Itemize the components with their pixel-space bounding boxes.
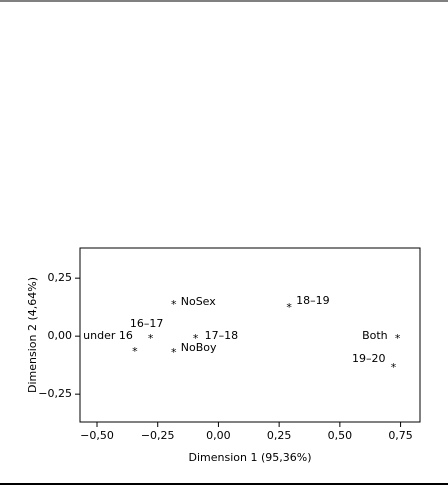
x-tick-label: 0,25 [267, 429, 292, 442]
point-label: 17–18 [205, 329, 239, 342]
point: * [171, 298, 177, 311]
point-label: 16–17 [130, 317, 164, 330]
y-tick-label: 0,00 [48, 329, 73, 342]
point-label: NoSex [181, 295, 217, 308]
x-tick-label: 0,00 [206, 429, 231, 442]
point: * [391, 361, 397, 374]
x-tick-label: −0,25 [141, 429, 175, 442]
x-tick-label: 0,50 [328, 429, 353, 442]
point: * [395, 332, 401, 345]
point: * [193, 332, 199, 345]
y-tick-label: −0,25 [38, 387, 72, 400]
y-axis-label: Dimension 2 (4,64%) [26, 277, 39, 393]
x-tick-label: −0,50 [80, 429, 114, 442]
point-label: NoBoy [181, 341, 217, 354]
point: * [171, 346, 177, 359]
point: * [286, 301, 292, 314]
x-tick-label: 0,75 [388, 429, 413, 442]
point-label: 19–20 [352, 352, 386, 365]
point-label: Both [362, 329, 388, 342]
point: * [148, 332, 154, 345]
y-tick-label: 0,25 [48, 271, 73, 284]
x-axis-label: Dimension 1 (95,36%) [189, 451, 312, 464]
point: * [132, 345, 138, 358]
point-label: under 16 [83, 329, 133, 342]
plot-frame [79, 247, 421, 423]
point-label: 18–19 [296, 294, 330, 307]
